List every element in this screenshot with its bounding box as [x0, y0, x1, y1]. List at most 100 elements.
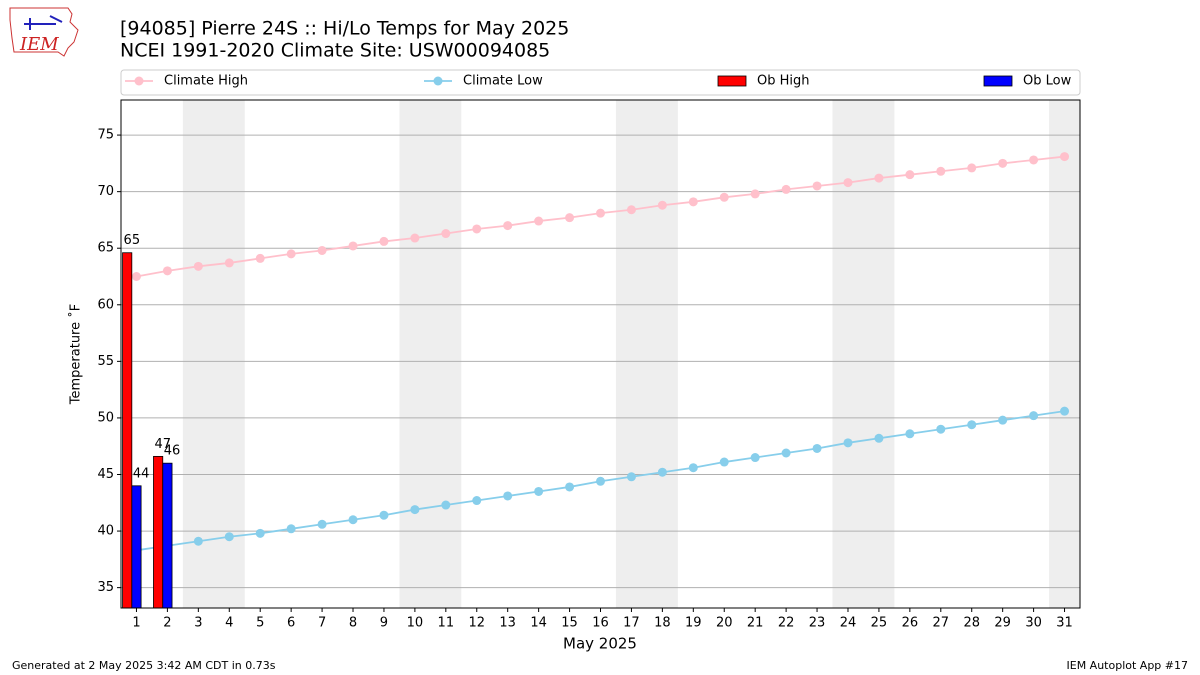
logo-text: IEM — [19, 34, 59, 55]
x-tick-label: 20 — [716, 616, 733, 631]
x-tick-label: 31 — [1056, 616, 1073, 631]
climate-point — [596, 208, 605, 218]
logo: IEM — [9, 7, 79, 57]
climate-point — [348, 515, 358, 525]
legend-swatch — [983, 75, 1013, 87]
climate-point — [812, 181, 822, 191]
climate-point — [193, 536, 203, 546]
climate-point — [874, 173, 884, 183]
weekend-shade — [615, 100, 678, 608]
y-axis-label: Temperature ˚F — [68, 304, 84, 405]
bar-value-label: 65 — [124, 233, 141, 248]
y-tick-label: 65 — [97, 241, 114, 256]
y-tick-label: 35 — [97, 580, 114, 595]
x-tick-label: 19 — [685, 616, 702, 631]
climate-point — [719, 457, 729, 467]
climate-point — [688, 463, 698, 473]
climate-point — [1029, 411, 1039, 421]
x-tick-label: 27 — [933, 616, 950, 631]
climate-point — [936, 166, 946, 176]
climate-point — [286, 249, 296, 259]
x-tick-label: 14 — [530, 616, 547, 631]
legend-marker — [433, 76, 443, 86]
y-tick-label: 55 — [97, 354, 114, 369]
plot-frame — [120, 99, 1081, 609]
climate-point — [1060, 152, 1070, 162]
y-tick-label: 70 — [97, 184, 114, 199]
y-tick-label: 60 — [97, 297, 114, 312]
weekend-shade — [832, 100, 895, 608]
legend-label: Climate Low — [463, 74, 543, 89]
ob-bar — [122, 252, 133, 609]
x-tick-label: 10 — [407, 616, 424, 631]
chart-subtitle: NCEI 1991-2020 Climate Site: USW00094085 — [120, 40, 550, 62]
climate-point — [843, 178, 853, 188]
x-tick-label: 26 — [902, 616, 919, 631]
climate-point — [905, 170, 915, 180]
logo-icon — [24, 15, 63, 30]
climate-point — [193, 261, 203, 271]
climate-point — [781, 184, 791, 194]
climate-point — [348, 241, 358, 251]
climate-point — [874, 433, 884, 443]
climate-point — [317, 245, 327, 255]
y-tick-label: 75 — [97, 128, 114, 143]
legend-marker — [134, 76, 144, 86]
x-tick-label: 6 — [287, 616, 295, 631]
climate-point — [379, 510, 389, 520]
climate-point — [626, 205, 636, 215]
climate-point — [503, 221, 513, 231]
climate-point — [441, 229, 451, 239]
climate-point — [936, 424, 946, 434]
x-tick-label: 29 — [994, 616, 1011, 631]
x-tick-label: 24 — [840, 616, 857, 631]
weekend-shade — [182, 100, 245, 608]
x-tick-label: 28 — [963, 616, 980, 631]
climate-point — [565, 482, 575, 492]
y-tick-label: 45 — [97, 467, 114, 482]
climate-point — [565, 213, 575, 223]
y-tick-label: 40 — [97, 524, 114, 539]
x-axis-label: May 2025 — [563, 635, 637, 653]
ob-bar — [162, 462, 173, 609]
x-tick-label: 25 — [871, 616, 888, 631]
climate-point — [224, 258, 234, 268]
climate-point — [410, 233, 420, 243]
x-tick-label: 5 — [256, 616, 264, 631]
x-tick-label: 9 — [380, 616, 388, 631]
bar-value-label: 46 — [164, 444, 181, 459]
climate-point — [503, 491, 513, 501]
climate-point — [626, 472, 636, 482]
legend-label: Climate High — [164, 74, 248, 89]
ob-bar — [131, 485, 142, 609]
climate-point — [596, 476, 605, 486]
x-tick-label: 30 — [1025, 616, 1042, 631]
climate-point — [812, 443, 822, 453]
legend-swatch — [717, 75, 747, 87]
climate-point — [750, 189, 760, 199]
x-tick-label: 22 — [778, 616, 795, 631]
x-tick-label: 17 — [623, 616, 640, 631]
logo-outline — [9, 7, 79, 57]
x-tick-label: 13 — [499, 616, 516, 631]
climate-point — [379, 236, 389, 246]
bar-value-label: 44 — [133, 466, 150, 481]
climate-point — [998, 158, 1008, 168]
x-tick-label: 3 — [194, 616, 202, 631]
climate-point — [534, 486, 544, 496]
climate-point — [967, 420, 977, 430]
weekend-shade — [1049, 100, 1080, 608]
x-tick-label: 4 — [225, 616, 233, 631]
x-tick-label: 15 — [561, 616, 578, 631]
climate-point — [255, 253, 265, 263]
x-tick-label: 23 — [809, 616, 826, 631]
footer-right: IEM Autoplot App #17 — [1067, 659, 1189, 672]
plot-area — [121, 100, 1080, 608]
x-tick-label: 7 — [318, 616, 326, 631]
x-tick-label: 12 — [468, 616, 485, 631]
weekend-shade — [399, 100, 462, 608]
climate-point — [472, 496, 482, 506]
x-tick-label: 21 — [747, 616, 764, 631]
legend-box — [120, 69, 1081, 96]
